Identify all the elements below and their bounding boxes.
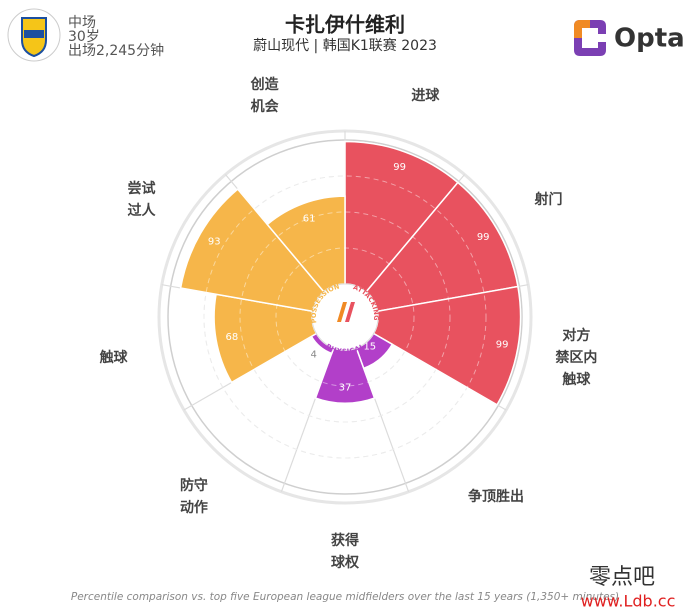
category-label: 射门 (534, 191, 563, 208)
value-label: 93 (208, 237, 221, 248)
value-label: 99 (477, 232, 490, 243)
brand-logo: Opta (574, 20, 685, 56)
player-age: 30岁 (68, 29, 100, 45)
category-label: 进球 (411, 88, 440, 105)
chart-title: 卡扎伊什维利 (285, 13, 405, 37)
brand-name: Opta (614, 24, 685, 54)
category-label: 获得 球权 (331, 533, 359, 571)
category-label: 对方 禁区内 触球 (555, 327, 598, 388)
category-label: 防守 动作 (179, 478, 208, 517)
value-label: 99 (393, 162, 406, 173)
value-label: 37 (339, 382, 352, 393)
category-label: 争顶胜出 (468, 489, 525, 506)
value-label: 15 (363, 342, 376, 353)
watermark-name: 零点吧 (589, 565, 655, 590)
player-position: 中场 (68, 15, 96, 31)
footnote: Percentile comparison vs. top five Europ… (71, 591, 619, 603)
value-label: 99 (496, 340, 509, 351)
player-minutes: 出场2,245分钟 (68, 43, 165, 59)
category-label: 触球 (99, 349, 128, 366)
guide-ring (275, 247, 415, 387)
hub (311, 283, 379, 351)
value-label: 61 (303, 213, 316, 224)
club-emblem (7, 8, 61, 62)
category-label: 尝试 过人 (127, 180, 156, 219)
chart-subtitle: 蔚山现代 | 韩国K1联赛 2023 (253, 38, 437, 54)
value-label: 4 (310, 349, 316, 360)
plot: 99 99 99 15 37 4 68 93 61 (157, 129, 533, 505)
guide-ring (239, 211, 451, 423)
guide-ring (203, 175, 487, 459)
hub-logo (337, 302, 355, 322)
value-label: 68 (225, 332, 238, 343)
category-label: 创造 机会 (250, 77, 279, 116)
watermark-url: www.Ldb.cc (581, 592, 676, 611)
